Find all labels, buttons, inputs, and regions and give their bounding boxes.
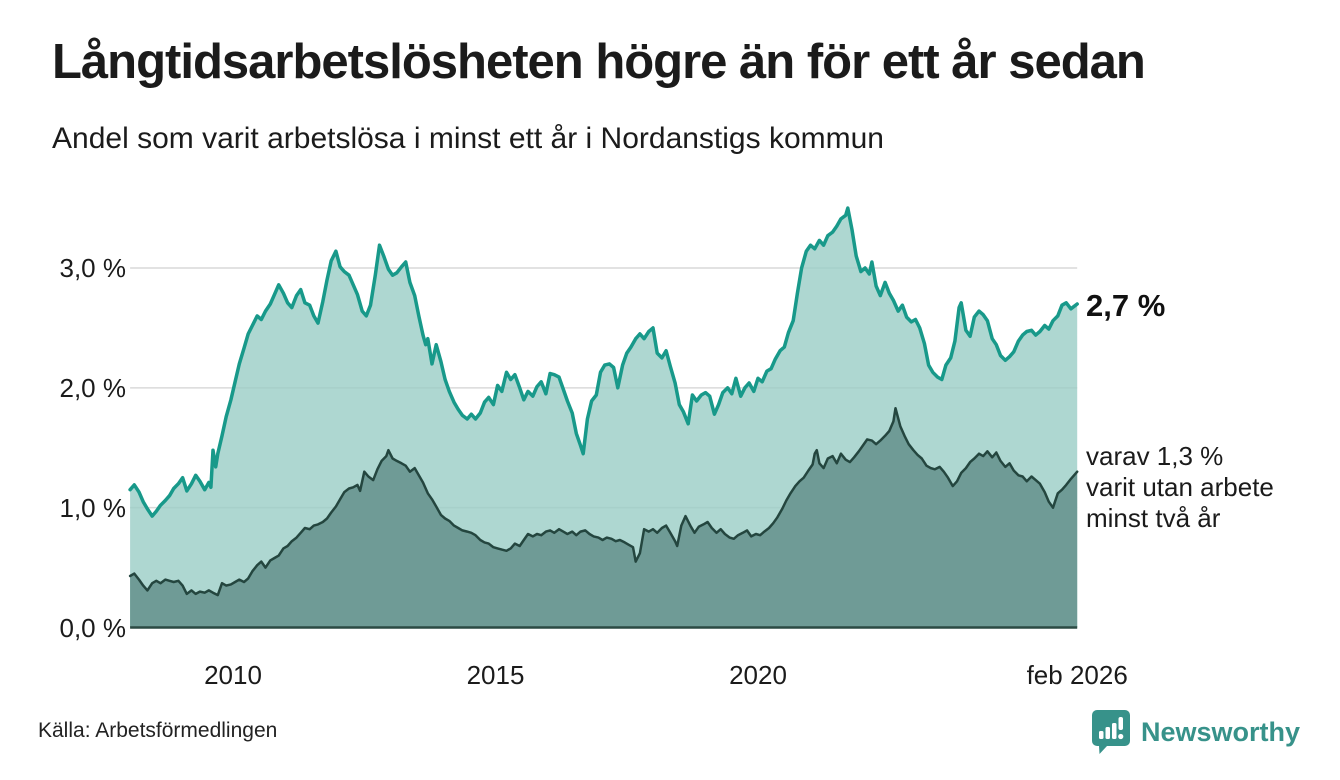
annotation-line-1: varav 1,3 %: [1086, 441, 1224, 471]
x-tick-2020: 2020: [729, 660, 787, 690]
annotation-line-2: varit utan arbete: [1086, 472, 1274, 502]
newsworthy-bubble-chart-icon: [1091, 709, 1131, 755]
y-tick-2: 2,0 %: [59, 372, 127, 403]
source-caption: Källa: Arbetsförmedlingen: [38, 719, 278, 742]
series-end-label-two-year: varav 1,3 % varit utan arbete minst två …: [1086, 441, 1274, 534]
x-tick-feb-2026: feb 2026: [1026, 660, 1128, 690]
annotation-line-3: minst två år: [1086, 503, 1221, 533]
y-tick-0: 0,0 %: [59, 612, 127, 643]
page-subtitle: Andel som varit arbetslösa i minst ett å…: [52, 122, 884, 155]
y-tick-1: 1,0 %: [59, 492, 127, 523]
newsworthy-logo[interactable]: Newsworthy: [1091, 708, 1300, 756]
newsworthy-wordmark: Newsworthy: [1140, 716, 1300, 747]
x-tick-2010: 2010: [204, 660, 262, 690]
x-tick-2015: 2015: [466, 660, 525, 690]
page-title: Långtidsarbetslösheten högre än för ett …: [52, 35, 1146, 89]
y-tick-3: 3,0 %: [59, 253, 127, 283]
series-end-label-total: 2,7 %: [1086, 288, 1166, 323]
